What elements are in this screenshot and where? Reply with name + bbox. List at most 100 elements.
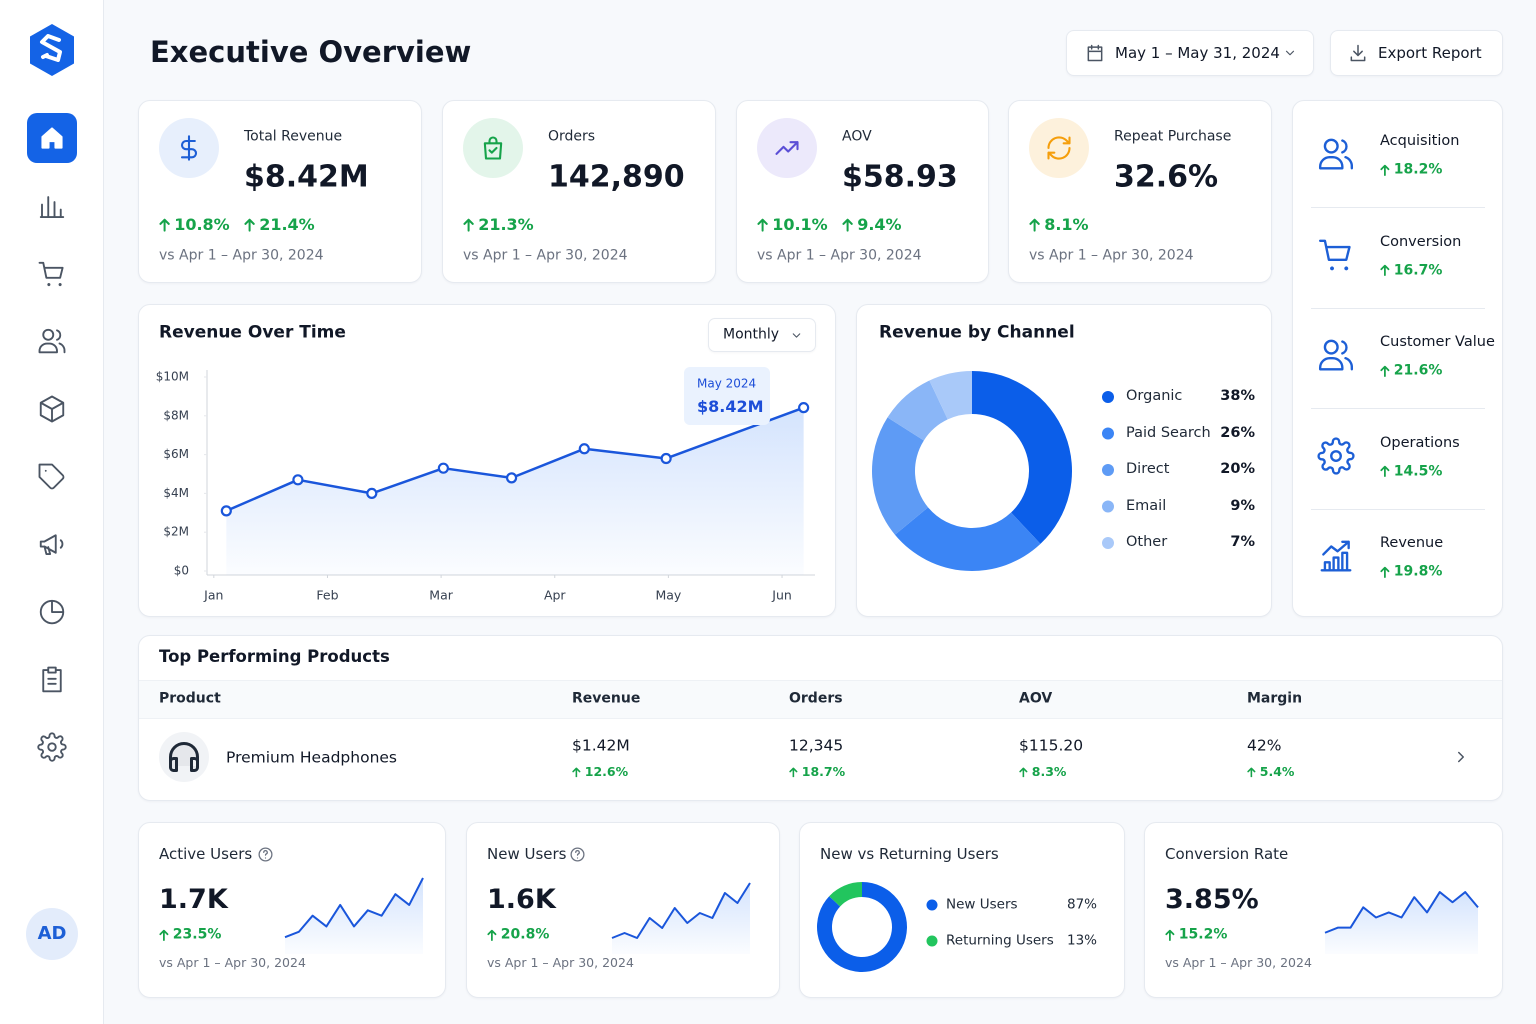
arrow-shape [789,767,798,778]
up-arrow [1247,767,1256,778]
up-arrow [1029,218,1040,232]
pillar-icon-shape [1318,339,1354,371]
kpi-comparison: vs Apr 1 – Apr 30, 2024 [1029,247,1194,264]
nav-home-icon[interactable] [39,125,65,151]
export-button[interactable] [1330,30,1503,76]
avatar[interactable] [26,908,78,960]
pillar-icon-shape [1318,138,1354,170]
cell-value: $1.42M [572,736,630,755]
nav-tasks[interactable] [37,665,67,695]
metric-card [1144,822,1503,998]
nav-marketing[interactable] [37,529,67,559]
logo [30,24,74,76]
arrow-shape [487,929,497,941]
arrow-shape [842,218,853,232]
help-icon-shape [257,846,273,862]
legend-value: 7% [1230,534,1255,551]
table-header-bg [139,680,1502,719]
export-label: Export Report [1378,43,1482,62]
pillar-change: 19.8% [1380,563,1442,579]
kpi-value: $58.93 [842,159,958,195]
kpi-value: 32.6% [1114,159,1219,195]
kpi-change: 10.8% [159,216,230,234]
tooltip-value: $8.42M [697,397,764,417]
nav-analytics[interactable] [37,192,67,222]
legend-value: 26% [1220,424,1255,441]
metric-change: 15.2% [1165,926,1228,943]
column-header: Product [159,690,221,707]
nav-products-shape [39,395,65,423]
date-range-button[interactable] [1066,30,1314,76]
up-arrow [487,929,497,941]
up-arrow [1380,566,1390,578]
date-range: May 1 – May 31, 2024 [1115,43,1280,62]
arrow-shape [463,218,474,232]
calendar-icon [1087,44,1103,62]
logo-hexagon [30,24,74,76]
kpi-label: Orders [548,128,596,145]
pillar-divider [1311,207,1485,208]
up-arrow [159,218,170,232]
product-image-shape [169,742,199,772]
kpi-icon-bg [757,118,817,178]
pillar-change: 14.5% [1380,463,1442,479]
pillar-change: 16.7% [1380,262,1442,278]
pillar-icon-shape [1317,436,1355,475]
pillar-icon [1318,339,1354,371]
kpi-value: $8.42M [244,159,369,195]
kpi-change: 9.4% [842,216,902,234]
column-header: Revenue [572,690,641,707]
nav-settings-shape [37,732,67,762]
metric-change: 20.8% [487,926,549,942]
nav-pricing-shape [38,463,65,490]
change-value: 15.2% [1178,926,1228,943]
legend-value: 87% [1066,896,1097,913]
nav-analytics-shape [39,196,65,218]
change-value: 5.4% [1259,764,1295,780]
tooltip [684,367,770,425]
kpi-icon-shape [1047,136,1071,160]
help-icon[interactable] [257,846,274,863]
pillar-divider [1311,408,1485,409]
nav-orders[interactable] [37,259,67,289]
nav-customers-shape [38,328,66,354]
up-arrow [159,929,169,941]
row-chevron[interactable] [1452,748,1470,766]
kpi-icon [180,135,198,161]
channel-chart-card [856,304,1272,617]
kpi-change: 21.4% [244,216,315,234]
nav-reports[interactable] [37,597,67,627]
arrow-shape [1380,365,1390,377]
arrow-shape [757,218,768,232]
pillar-change: 18.2% [1380,161,1443,178]
kpi-icon-shape [775,141,799,155]
date-chevron-shape [1285,50,1295,56]
change-value: 12.6% [584,764,629,780]
legend-label: Direct [1126,461,1170,478]
nav-products[interactable] [37,394,67,424]
legend-label: Other [1126,534,1168,551]
avatar-initials: AD [37,923,67,945]
help-icon[interactable] [569,846,586,863]
kpi-label: AOV [842,128,872,145]
metric-comparison: vs Apr 1 – Apr 30, 2024 [1165,955,1312,971]
sidebar [0,0,104,1024]
arrow-shape [572,767,581,778]
legend-label: Organic [1126,388,1183,405]
kpi-icon-bg [1029,118,1089,178]
nav-customers[interactable] [37,326,67,356]
change-value: 21.4% [259,215,315,235]
metric-comparison: vs Apr 1 – Apr 30, 2024 [487,955,634,971]
kpi-comparison: vs Apr 1 – Apr 30, 2024 [463,247,628,264]
change-value: 18.2% [1393,161,1443,178]
download-icon [1350,44,1366,62]
help-icon-shape [569,846,585,862]
arrow-shape [159,929,169,941]
arrow-shape [244,218,255,232]
up-arrow [842,218,853,232]
column-header: Margin [1247,690,1303,707]
nav-pricing[interactable] [37,462,67,492]
row-chevron-shape [1458,751,1464,763]
metric-value: 1.6K [487,884,556,916]
nav-settings[interactable] [37,732,67,762]
